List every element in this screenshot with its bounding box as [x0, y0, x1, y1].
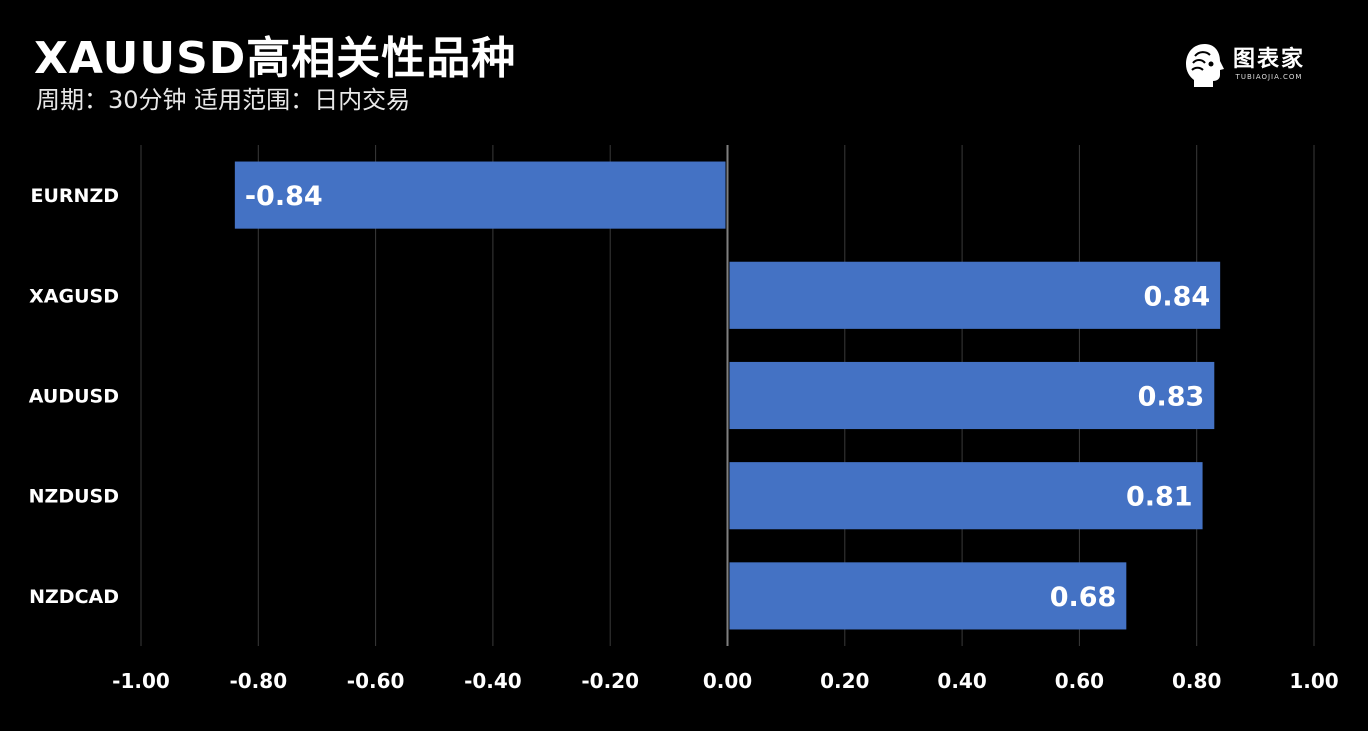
category-label: NZDUSD	[29, 486, 119, 508]
x-tick-label: 0.60	[1055, 669, 1104, 693]
x-tick-label: 0.00	[703, 669, 752, 693]
logo-subtext: TUBIAOJIA.COM	[1235, 73, 1303, 81]
category-label: XAGUSD	[29, 285, 119, 307]
x-tick-label: 0.20	[820, 669, 869, 693]
data-label: -0.84	[245, 181, 323, 212]
x-tick-label: -0.80	[229, 669, 287, 693]
chart-title: XAUUSD高相关性品种	[34, 33, 517, 84]
x-tick-label: -0.40	[464, 669, 522, 693]
category-label: AUDUSD	[29, 386, 119, 408]
bar	[729, 261, 1221, 329]
data-label: 0.68	[1050, 582, 1117, 613]
x-tick-label: -0.20	[581, 669, 639, 693]
bar	[729, 462, 1203, 530]
x-tick-label: 1.00	[1289, 669, 1338, 693]
bar	[729, 361, 1215, 430]
brand-logo: 图表家 TUBIAOJIA.COM	[1183, 42, 1305, 88]
bar	[729, 562, 1127, 630]
category-label: NZDCAD	[29, 586, 119, 608]
bar	[234, 161, 726, 229]
x-tick-label: 0.80	[1172, 669, 1221, 693]
data-label: 0.83	[1138, 382, 1205, 413]
category-label: EURNZD	[31, 185, 120, 207]
logo-text: 图表家	[1233, 47, 1306, 72]
data-label: 0.81	[1126, 482, 1193, 513]
head-profile-icon	[1186, 44, 1224, 87]
data-label: 0.84	[1144, 281, 1211, 312]
x-tick-label: -0.60	[347, 669, 405, 693]
x-tick-label: 0.40	[937, 669, 986, 693]
chart-subtitle: 周期：30分钟 适用范围：日内交易	[36, 86, 411, 114]
x-tick-label: -1.00	[112, 669, 170, 693]
